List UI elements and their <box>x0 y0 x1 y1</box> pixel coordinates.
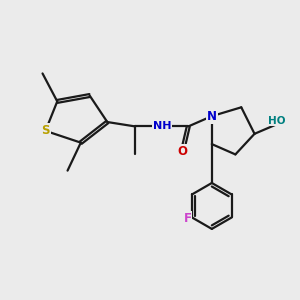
Text: HO: HO <box>268 116 285 126</box>
Text: F: F <box>184 212 191 225</box>
Text: O: O <box>177 145 188 158</box>
Text: S: S <box>41 124 50 137</box>
Text: NH: NH <box>152 122 171 131</box>
Text: N: N <box>207 110 217 123</box>
